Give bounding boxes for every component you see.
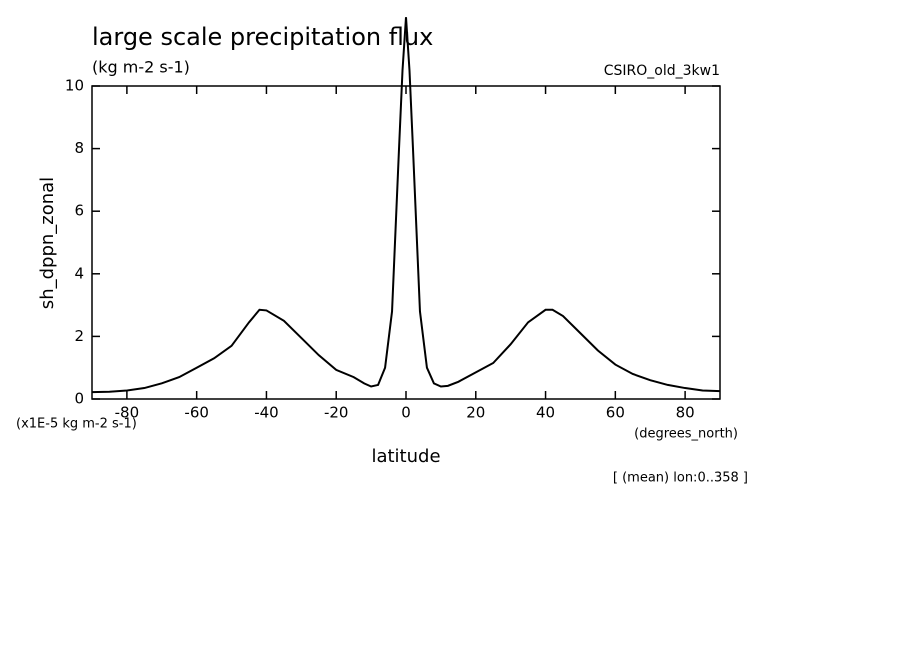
y-tick-label: 2 [74, 327, 84, 345]
x-tick-label: -60 [184, 404, 209, 422]
y-tick-label: 8 [74, 139, 84, 157]
data-line [91, 17, 721, 394]
x-tick-label: 0 [401, 404, 411, 422]
y-scale-note: (x1E-5 kg m-2 s-1) [16, 417, 137, 432]
plot-frame [91, 85, 721, 400]
y-axis-label: sh_dppn_zonal [37, 177, 58, 309]
x-tick-label: 60 [606, 404, 625, 422]
x-tick-label: 20 [466, 404, 485, 422]
y-tick-label: 4 [74, 264, 84, 282]
chart-title: large scale precipitation flux [92, 23, 433, 51]
x-tick-label: 40 [536, 404, 555, 422]
footnote: [ (mean) lon:0..358 ] [613, 471, 748, 486]
x-axis-label: latitude [371, 446, 440, 467]
y-tick-label: 10 [65, 77, 84, 95]
x-tick-label: -40 [254, 404, 279, 422]
x-tick-label: -20 [324, 404, 349, 422]
model-label: CSIRO_old_3kw1 [604, 63, 720, 79]
y-tick-label: 6 [74, 202, 84, 220]
y-tick-label: 0 [74, 390, 84, 408]
x-tick-label: 80 [676, 404, 695, 422]
x-units: (degrees_north) [634, 427, 738, 442]
x-tick-label: -80 [115, 404, 140, 422]
chart-subtitle: (kg m-2 s-1) [92, 58, 190, 77]
